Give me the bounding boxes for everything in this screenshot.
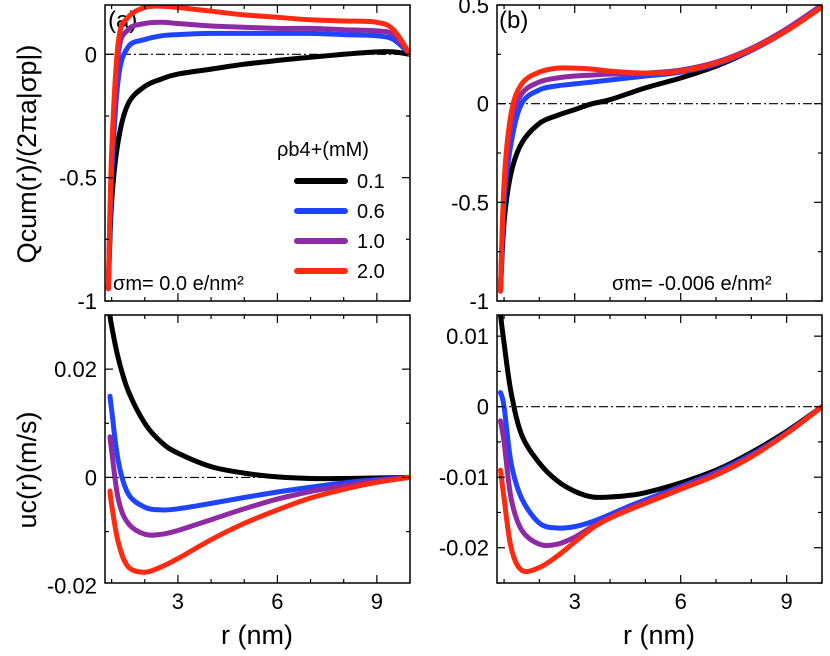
legend: ρb4+(mM) 0.1 0.6 1.0 2.0 [277, 139, 385, 283]
y-tick-label: 0.02 [54, 357, 97, 382]
y-tick-label: 0 [477, 92, 489, 117]
x-axis-label-right: r (nm) [623, 620, 695, 650]
x-tick-label: 6 [271, 589, 283, 614]
panel-b-label: (b) [499, 7, 528, 34]
plot-frame [104, 4, 411, 302]
series-line-0.6 [498, 390, 822, 531]
panel-a-annotation: σm= 0.0 e/nm² [113, 273, 244, 295]
x-tick-label: 3 [569, 589, 581, 614]
x-tick-label: 3 [172, 589, 184, 614]
y-tick-label: -0.02 [439, 536, 489, 561]
y-tick-label: -0.5 [59, 166, 97, 191]
series-line-1.0 [498, 5, 822, 294]
y-tick-label: -1 [469, 289, 489, 314]
legend-label: 1.0 [357, 231, 385, 253]
series-line-0.6 [107, 393, 410, 513]
legend-entry: 1.0 [294, 231, 385, 253]
y-tick-label: -1 [77, 289, 97, 314]
plot-frame [496, 4, 823, 302]
legend-entry: 2.0 [294, 261, 385, 283]
panel-b-annotation: σm= -0.006 e/nm² [612, 273, 772, 295]
plot-frame [496, 314, 823, 584]
series-line-1.0 [107, 434, 410, 538]
y-axis-label-bottom: uc(r)(m/s) [12, 412, 42, 529]
panel-b: (b) σm= -0.006 e/nm² -1 -0.5 0 0.5 [451, 0, 823, 314]
y-tick-label: -0.01 [439, 465, 489, 490]
legend-entry: 0.6 [294, 201, 385, 223]
y-tick-label: 0 [477, 395, 489, 420]
x-tick-label: 9 [371, 589, 383, 614]
series-line-0.1 [498, 5, 822, 294]
panel-a: (a) σm= 0.0 e/nm² -1-0.50 [59, 4, 411, 314]
x-tick-label: 9 [781, 589, 793, 614]
legend-title: ρb4+(mM) [277, 139, 369, 161]
y-axis-label-top: Qcum(r)/(2πa|σp|) [12, 45, 42, 264]
series-line-0.1 [107, 315, 410, 482]
legend-label: 0.1 [357, 171, 385, 193]
x-axis-label-left: r (nm) [221, 620, 293, 650]
series-line-2.0 [498, 404, 822, 575]
series-line-0.6 [498, 5, 822, 294]
legend-entry: 0.1 [294, 171, 385, 193]
y-tick-label: 0.01 [446, 324, 489, 349]
x-tick-label: 6 [675, 589, 687, 614]
series-line-2.0 [498, 5, 822, 294]
legend-label: 2.0 [357, 261, 385, 283]
panel-d: 3 6 9 -0.02 -0.01 0 0.01 [439, 314, 823, 614]
series-line-0.1 [105, 49, 410, 292]
series-line-2.0 [107, 474, 410, 575]
y-tick-label: 0.5 [458, 0, 489, 18]
y-tick-label: 0 [85, 42, 97, 67]
plot-frame [104, 314, 411, 584]
series-line-2.0 [105, 5, 410, 292]
y-tick-label: 0 [85, 465, 97, 490]
legend-label: 0.6 [357, 201, 385, 223]
y-tick-label: -0.5 [451, 190, 489, 215]
y-tick-label: -0.02 [47, 574, 97, 599]
panel-c: 3 6 9 -0.02 0 0.02 [47, 314, 411, 614]
